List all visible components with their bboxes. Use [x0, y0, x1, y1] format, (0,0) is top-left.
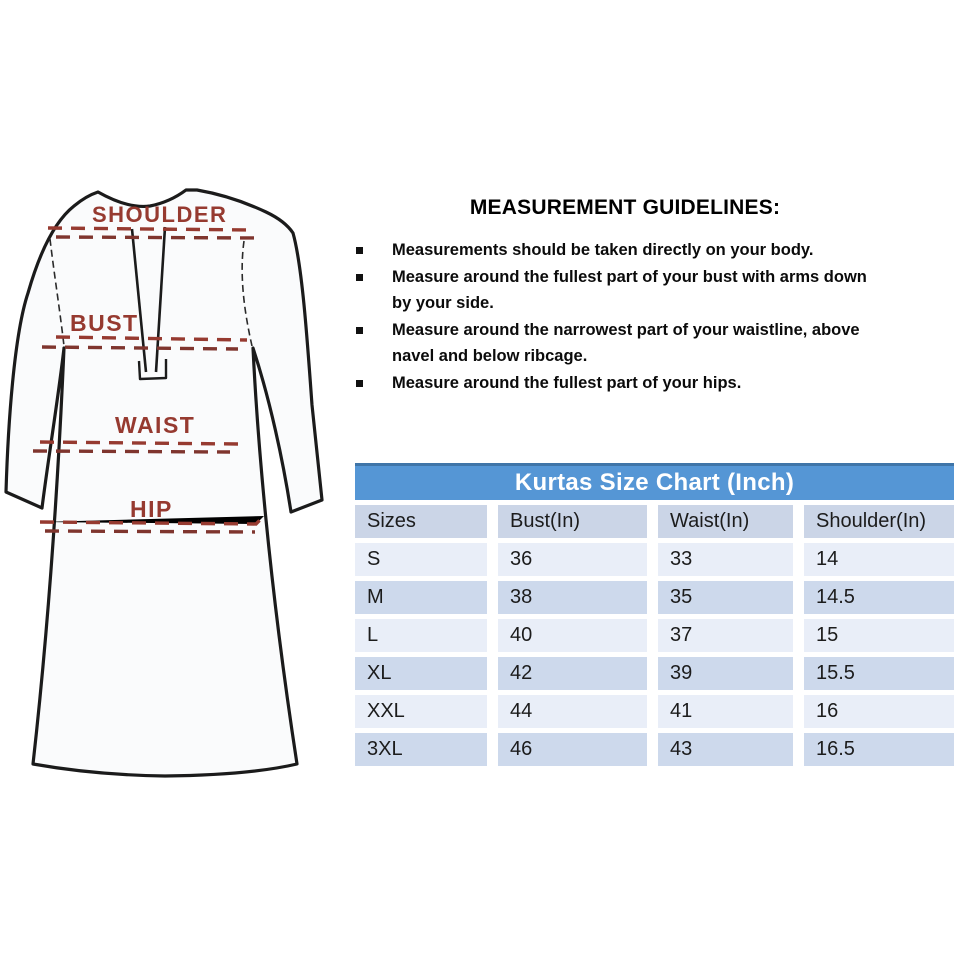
bust-label: BUST — [70, 310, 139, 336]
bust-cell: 42 — [498, 657, 647, 690]
shoulder-cell: 15 — [804, 619, 954, 652]
waist-cell: 39 — [658, 657, 793, 690]
guidelines-list: Measurements should be taken directly on… — [340, 237, 910, 396]
right-seam-line — [241, 240, 253, 347]
size-cell: 3XL — [355, 733, 487, 766]
waist-label: WAIST — [115, 412, 195, 438]
size-cell: XXL — [355, 695, 487, 728]
bullet-square-icon — [356, 273, 363, 281]
waist-cell: 41 — [658, 695, 793, 728]
waist-cell: 43 — [658, 733, 793, 766]
left-seam-line — [49, 238, 65, 347]
guideline-item: Measure around the narrowest part of you… — [340, 317, 910, 370]
shoulder-cell: 16 — [804, 695, 954, 728]
column-header-sizes: Sizes — [355, 505, 487, 538]
guidelines-title: MEASUREMENT GUIDELINES: — [469, 196, 781, 219]
column-header-waist: Waist(In) — [658, 505, 793, 538]
size-cell: S — [355, 543, 487, 576]
waist-cell: 33 — [658, 543, 793, 576]
bullet-square-icon — [356, 326, 363, 334]
size-chart-table: Kurtas Size Chart (Inch) Sizes Bust(In) … — [355, 463, 954, 766]
waist-cell: 35 — [658, 581, 793, 614]
kurta-outline — [4, 188, 324, 778]
waist-cell: 37 — [658, 619, 793, 652]
size-chart-title: Kurtas Size Chart (Inch) — [355, 463, 954, 500]
hip-label: HIP — [130, 496, 173, 522]
bust-cell: 38 — [498, 581, 647, 614]
guideline-text: Measure around the fullest part of your … — [392, 267, 867, 313]
bullet-square-icon — [356, 379, 363, 387]
guideline-item: Measure around the fullest part of your … — [340, 370, 910, 397]
bust-cell: 36 — [498, 543, 647, 576]
guideline-item: Measurements should be taken directly on… — [340, 237, 910, 264]
hip-measure-line — [39, 514, 266, 534]
measurement-guidelines: MEASUREMENT GUIDELINES: Measurements sho… — [340, 196, 910, 396]
neck-placket-tab — [137, 359, 168, 381]
bust-cell: 46 — [498, 733, 647, 766]
shoulder-cell: 14.5 — [804, 581, 954, 614]
size-cell: L — [355, 619, 487, 652]
bust-cell: 40 — [498, 619, 647, 652]
column-header-shoulder: Shoulder(In) — [804, 505, 954, 538]
kurta-diagram: SHOULDER BUST WAIST HIP — [4, 188, 324, 778]
size-cell: M — [355, 581, 487, 614]
shoulder-label: SHOULDER — [92, 202, 227, 227]
size-chart-grid: Sizes Bust(In) Waist(In) Shoulder(In) S … — [355, 505, 954, 766]
guideline-text: Measure around the narrowest part of you… — [392, 320, 860, 366]
guideline-text: Measurements should be taken directly on… — [392, 241, 814, 259]
bullet-square-icon — [356, 247, 363, 254]
waist-measure-line — [32, 440, 239, 454]
bust-cell: 44 — [498, 695, 647, 728]
guideline-text: Measure around the fullest part of your … — [392, 373, 742, 392]
bust-measure-line — [41, 335, 248, 351]
column-header-bust: Bust(In) — [498, 505, 647, 538]
shoulder-cell: 16.5 — [804, 733, 954, 766]
guideline-item: Measure around the fullest part of your … — [340, 264, 910, 317]
shoulder-measure-line — [47, 226, 259, 240]
shoulder-cell: 15.5 — [804, 657, 954, 690]
shoulder-cell: 14 — [804, 543, 954, 576]
size-cell: XL — [355, 657, 487, 690]
